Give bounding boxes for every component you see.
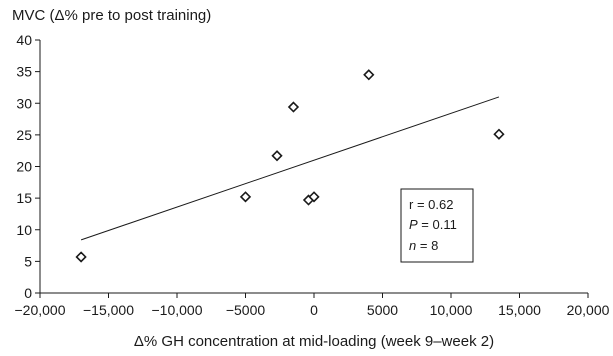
y-tick-label: 35 bbox=[16, 64, 32, 80]
data-points bbox=[75, 69, 505, 263]
data-point bbox=[287, 101, 300, 113]
stat-p-eq: = bbox=[418, 217, 433, 232]
y-tick-label: 40 bbox=[16, 32, 32, 48]
y-tick-label: 0 bbox=[24, 285, 32, 301]
stat-n-value: 8 bbox=[431, 238, 438, 253]
stat-r-eq: = bbox=[413, 197, 428, 212]
x-tick-label: 0 bbox=[310, 302, 318, 318]
x-tick-label: −5000 bbox=[226, 302, 266, 318]
stat-p-value: 0.11 bbox=[433, 217, 457, 232]
data-point bbox=[75, 251, 87, 263]
stat-p-label: P bbox=[409, 217, 418, 232]
stats-box: r = 0.62 P = 0.11 n = 8 bbox=[400, 188, 474, 263]
y-tick-label: 20 bbox=[16, 159, 32, 175]
stat-r: r = 0.62 bbox=[409, 197, 453, 212]
data-point bbox=[308, 191, 320, 203]
x-ticks: −20,000 −15,000 −10,000 −5000 0 5000 10,000 15,… bbox=[15, 293, 610, 318]
y-tick-label: 15 bbox=[16, 190, 32, 206]
y-tick-label: 5 bbox=[24, 253, 32, 269]
trendline bbox=[80, 96, 500, 241]
y-tick-label: 30 bbox=[16, 95, 32, 111]
data-point bbox=[493, 128, 505, 140]
x-tick-label: 10,000 bbox=[430, 302, 473, 318]
y-tick-label: 25 bbox=[16, 127, 32, 143]
x-tick-label: −10,000 bbox=[152, 302, 203, 318]
stat-p: P = 0.11 bbox=[409, 217, 457, 232]
stat-n: n = 8 bbox=[409, 238, 438, 253]
stat-r-value: 0.62 bbox=[428, 197, 453, 212]
x-tick-label: 5000 bbox=[367, 302, 398, 318]
x-tick-label: 15,000 bbox=[498, 302, 541, 318]
data-point bbox=[363, 69, 375, 81]
data-point bbox=[271, 150, 283, 162]
stats-box-frame bbox=[400, 188, 474, 263]
x-axis-title: Δ% GH concentration at mid-loading (week… bbox=[134, 333, 494, 350]
stat-n-label: n bbox=[409, 238, 416, 253]
stat-r-label: r bbox=[409, 197, 414, 212]
x-tick-label: 20,000 bbox=[567, 302, 610, 318]
x-tick-label: −20,000 bbox=[15, 302, 66, 318]
y-tick-label: 10 bbox=[16, 222, 32, 238]
y-axis-title: MVC (Δ% pre to post training) bbox=[12, 7, 211, 24]
trendline-group bbox=[80, 96, 500, 241]
y-ticks: 0 5 10 15 20 25 30 35 40 bbox=[16, 32, 40, 301]
stat-n-eq: = bbox=[416, 238, 431, 253]
x-tick-label: −15,000 bbox=[83, 302, 134, 318]
data-point bbox=[239, 191, 252, 203]
